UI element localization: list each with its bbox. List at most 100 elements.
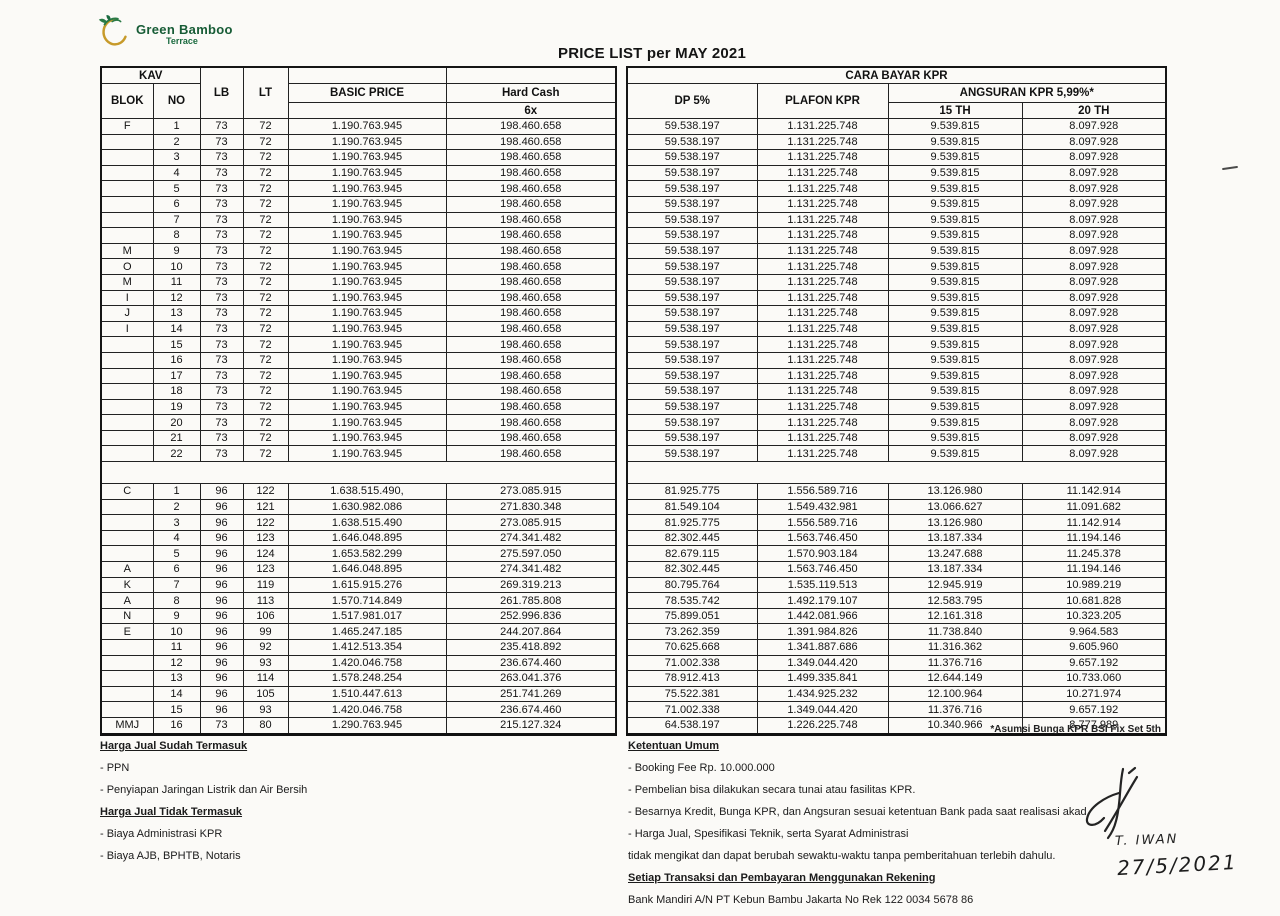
table-cell: 73 [199,227,244,244]
table-cell: 96 [199,701,244,718]
table-cell: 1.131.225.748 [756,242,889,260]
table-cell: 1.131.225.748 [756,445,889,463]
table-cell: 13 [152,670,201,687]
table-cell: 72 [242,211,289,229]
table-cell: 198.460.658 [445,180,617,197]
table-cell: 72 [242,180,289,197]
col-header-no: NO [152,83,201,119]
table-cell: 198.460.658 [445,351,617,369]
table-cell: 59.538.197 [626,133,758,151]
general-terms-heading: Ketentuan Umum [628,740,720,752]
table-cell: 1.517.981.017 [287,607,447,625]
payment-account-heading: Setiap Transaksi dan Pembayaran Mengguna… [628,872,936,884]
table-cell: 3 [152,514,201,531]
header-row: BLOK NO BASIC PRICE Hard Cash [100,83,617,119]
table-row: 4 73 72 1.190.763.945 198.460.658 [100,164,617,182]
table-row: 73.262.359 1.391.984.826 11.738.840 9.964.5… [626,623,1167,640]
table-cell: 4 [152,529,201,547]
table-row: 59.538.197 1.131.225.748 9.539.815 8.097.92… [626,258,1167,275]
table-row: 15 73 72 1.190.763.945 198.460.658 [100,336,617,353]
table-cell: 99 [242,623,289,640]
logo-name: Green Bamboo [136,22,233,37]
table-cell: 1.510.447.613 [287,685,447,703]
table-row: 59.538.197 1.131.225.748 9.539.815 8.097.92… [626,118,1167,135]
table-cell: 1.570.714.849 [287,592,447,609]
signature-block: T. IWAN 27/5/2021 [1055,763,1275,903]
notes-included-heading: Harga Jual Sudah Termasuk [100,740,248,752]
table-cell: 73 [199,180,244,197]
table-row: 81.925.775 1.556.589.716 13.126.980 11.142.… [626,483,1167,500]
table-row: 15 96 93 1.420.046.758 236.674.460 [100,701,617,718]
table-row: 59.538.197 1.131.225.748 9.539.815 8.097.92… [626,320,1167,338]
table-cell: 1.190.763.945 [287,398,447,416]
table-cell: 96 [199,685,244,703]
table-cell: 22 [152,445,201,463]
table-cell [100,529,154,547]
table-cell: 1.190.763.945 [287,133,447,151]
table-cell: 9.539.815 [887,383,1023,400]
table-cell: 122 [242,514,289,531]
table-cell: 1.563.746.450 [756,561,889,578]
table-row: 59.538.197 1.131.225.748 9.539.815 8.097.92… [626,149,1167,166]
table-cell: 8.097.928 [1021,305,1167,322]
table-cell: 198.460.658 [445,273,617,291]
table-cell: MMJ [100,716,154,735]
col-header-basic-price: BASIC PRICE [287,83,447,103]
table-cell: 1.190.763.945 [287,367,447,385]
table-cell: 96 [199,529,244,547]
table-cell: 1.131.225.748 [756,227,889,244]
table-cell: 72 [242,429,289,447]
table-row: 3 73 72 1.190.763.945 198.460.658 [100,149,617,166]
table-cell: 8.097.928 [1021,336,1167,353]
col-header-hard-cash: Hard Cash [445,83,617,103]
table-row: 2 73 72 1.190.763.945 198.460.658 [100,133,617,151]
table-cell: 1.646.048.895 [287,529,447,547]
table-cell [100,498,154,516]
table-cell: 1.341.887.686 [756,639,889,656]
table-cell: 11.316.362 [887,639,1023,656]
table-cell: 251.741.269 [445,685,617,703]
section-spacer-row [100,461,617,485]
table-cell: 1.190.763.945 [287,118,447,135]
price-tables: KAV LB LT BLOK NO BASIC PRICE Hard Cash … [100,66,1167,736]
table-cell: 198.460.658 [445,320,617,338]
table-row: 59.538.197 1.131.225.748 9.539.815 8.097.92… [626,289,1167,307]
table-row: 59.538.197 1.131.225.748 9.539.815 8.097.92… [626,336,1167,353]
table-cell: 106 [242,607,289,625]
table-cell: I [100,289,154,307]
table-cell: 8.097.928 [1021,351,1167,369]
table-cell [100,545,154,563]
table-cell: 59.538.197 [626,227,758,244]
table-cell: 72 [242,305,289,322]
col-header-basic-sub-spacer [287,102,447,119]
table-cell: 1.190.763.945 [287,305,447,322]
table-cell: 81.925.775 [626,514,758,531]
table-cell: 1.434.925.232 [756,685,889,703]
header-row: KAV LB LT [100,66,617,119]
table-cell: 13.126.980 [887,483,1023,500]
table-cell: 8.097.928 [1021,195,1167,213]
table-cell: 123 [242,529,289,547]
col-header-kav: KAV [100,66,201,84]
table-cell: 114 [242,670,289,687]
table-cell: 8.097.928 [1021,289,1167,307]
table-cell: 59.538.197 [626,320,758,338]
table-cell: 8.097.928 [1021,211,1167,229]
table-cell: 1.420.046.758 [287,701,447,718]
table-cell [100,414,154,431]
table-cell: 9.539.815 [887,164,1023,182]
table-cell: 9.539.815 [887,133,1023,151]
table-row: 70.625.668 1.341.887.686 11.316.362 9.605.9… [626,639,1167,656]
table-row: 12 96 93 1.420.046.758 236.674.460 [100,654,617,672]
table-cell: 73 [199,367,244,385]
table-row: 64.538.197 1.226.225.748 10.340.966 8.777.9… [626,716,1167,735]
table-cell: 198.460.658 [445,149,617,166]
table-cell: 9.539.815 [887,414,1023,431]
table-cell: 273.085.915 [445,483,617,500]
table-cell: 96 [199,654,244,672]
table-row: 82.679.115 1.570.903.184 13.247.688 11.245.… [626,545,1167,563]
note-item: - Booking Fee Rp. 10.000.000 [628,762,775,774]
table-row: 75.899.051 1.442.081.966 12.161.318 10.323.… [626,607,1167,625]
table-cell: 9.657.192 [1021,654,1167,672]
table-cell [100,133,154,151]
